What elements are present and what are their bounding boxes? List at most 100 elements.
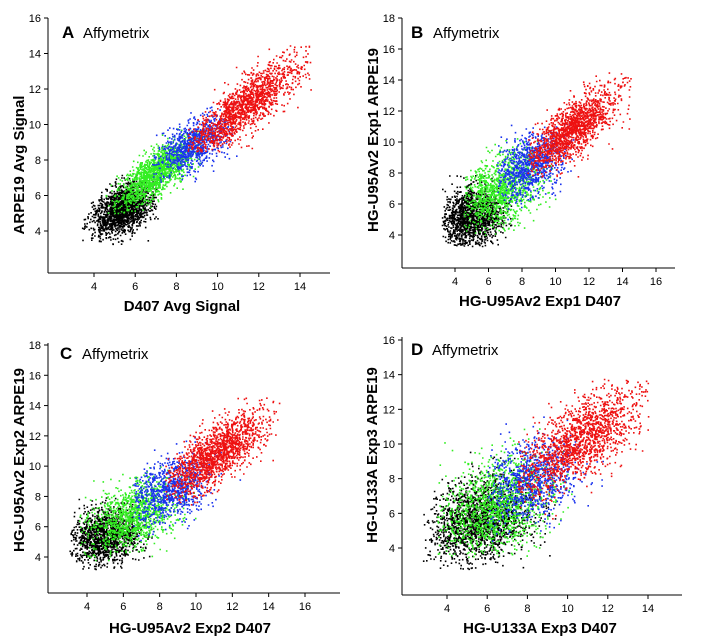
series-d-2 bbox=[487, 416, 604, 542]
y-tick-label: 6 bbox=[389, 199, 395, 211]
panel-a-y-label: ARPE19 Avg Signal bbox=[11, 96, 28, 235]
panel-a-points bbox=[81, 45, 312, 246]
y-tick-label: 16 bbox=[29, 13, 41, 25]
series-d-3-points bbox=[517, 378, 650, 520]
y-tick-label: 18 bbox=[29, 340, 41, 352]
y-tick-label: 4 bbox=[35, 226, 41, 238]
y-tick-label: 14 bbox=[383, 370, 395, 382]
y-tick-label: 10 bbox=[29, 461, 41, 473]
y-tick-label: 8 bbox=[35, 491, 41, 503]
x-tick-label: 4 bbox=[84, 601, 90, 613]
x-tick-label: 12 bbox=[583, 276, 595, 288]
series-d-3 bbox=[517, 378, 650, 520]
x-tick-label: 4 bbox=[91, 281, 97, 293]
y-tick-label: 4 bbox=[35, 552, 41, 564]
panel-c-title: Affymetrix bbox=[82, 346, 149, 363]
series-c-1 bbox=[78, 466, 197, 562]
series-d-1 bbox=[437, 428, 573, 559]
panel-b: B Affymetrix HG-U95Av2 Exp1 ARPE19 HG-U9… bbox=[365, 13, 675, 310]
y-tick-label: 10 bbox=[383, 439, 395, 451]
x-tick-label: 14 bbox=[263, 601, 275, 613]
panel-d-axes: 4 6 8 10 12 14 4 6 8 10 12 14 16 bbox=[383, 335, 682, 615]
series-c-3-points bbox=[165, 397, 281, 506]
y-tick-label: 14 bbox=[29, 401, 41, 413]
series-a-1-points bbox=[105, 128, 209, 215]
panel-b-points bbox=[441, 72, 632, 248]
y-tick-label: 8 bbox=[35, 155, 41, 167]
y-tick-label: 6 bbox=[389, 508, 395, 520]
y-tick-label: 18 bbox=[383, 13, 395, 25]
panel-c-y-label: HG-U95Av2 Exp2 ARPE19 bbox=[11, 368, 28, 552]
panel-a: A Affymetrix ARPE19 Avg Signal D407 Avg … bbox=[11, 13, 330, 315]
x-tick-label: 16 bbox=[650, 276, 662, 288]
series-a-3-points bbox=[187, 45, 312, 153]
x-tick-label: 12 bbox=[253, 281, 265, 293]
y-tick-label: 4 bbox=[389, 543, 395, 555]
x-tick-label: 6 bbox=[120, 601, 126, 613]
series-a-0 bbox=[81, 174, 161, 246]
x-tick-label: 6 bbox=[485, 276, 491, 288]
y-tick-label: 12 bbox=[383, 106, 395, 118]
series-a-1 bbox=[105, 128, 209, 215]
series-b-3-points bbox=[527, 72, 632, 178]
panel-b-x-label: HG-U95Av2 Exp1 D407 bbox=[459, 293, 621, 310]
series-b-0-points bbox=[441, 174, 515, 248]
panel-d-y-label: HG-U133A Exp3 ARPE19 bbox=[364, 367, 381, 543]
y-tick-label: 8 bbox=[389, 474, 395, 486]
x-tick-label: 8 bbox=[519, 276, 525, 288]
y-tick-label: 12 bbox=[383, 404, 395, 416]
panel-b-y-label: HG-U95Av2 Exp1 ARPE19 bbox=[365, 48, 382, 232]
y-tick-label: 16 bbox=[383, 335, 395, 347]
panel-c: C Affymetrix HG-U95Av2 Exp2 ARPE19 HG-U9… bbox=[11, 340, 340, 637]
y-tick-label: 16 bbox=[383, 44, 395, 56]
x-tick-label: 8 bbox=[173, 281, 179, 293]
series-c-1-points bbox=[78, 466, 197, 562]
x-tick-label: 4 bbox=[452, 276, 458, 288]
panel-d: D Affymetrix HG-U133A Exp3 ARPE19 HG-U13… bbox=[364, 335, 682, 637]
panel-a-title: Affymetrix bbox=[83, 25, 150, 42]
series-a-2-points bbox=[152, 100, 240, 183]
x-tick-label: 12 bbox=[226, 601, 238, 613]
x-tick-label: 8 bbox=[524, 603, 530, 615]
series-d-1-points bbox=[437, 428, 573, 559]
x-tick-label: 10 bbox=[211, 281, 223, 293]
panel-a-axes: 4 6 8 10 12 14 4 6 8 10 12 14 16 bbox=[29, 13, 330, 293]
x-tick-label: 8 bbox=[157, 601, 163, 613]
y-tick-label: 12 bbox=[29, 431, 41, 443]
panel-c-points bbox=[69, 397, 281, 571]
series-c-3 bbox=[165, 397, 281, 506]
panel-b-title: Affymetrix bbox=[433, 25, 500, 42]
y-tick-label: 6 bbox=[35, 191, 41, 203]
panel-c-axes: 4 6 8 10 12 14 16 4 6 8 10 12 14 16 18 bbox=[29, 340, 340, 613]
panel-c-letter: C bbox=[60, 344, 72, 363]
series-b-2-points bbox=[497, 123, 578, 221]
y-tick-label: 14 bbox=[383, 75, 395, 87]
panel-a-letter: A bbox=[62, 23, 74, 42]
x-tick-label: 6 bbox=[132, 281, 138, 293]
panel-d-letter: D bbox=[411, 340, 423, 359]
x-tick-label: 14 bbox=[642, 603, 654, 615]
series-a-2 bbox=[152, 100, 240, 183]
x-tick-label: 12 bbox=[602, 603, 614, 615]
y-tick-label: 14 bbox=[29, 49, 41, 61]
series-b-2 bbox=[497, 123, 578, 221]
panel-b-axes: 4 6 8 10 12 14 16 4 6 8 10 12 14 16 18 bbox=[383, 13, 675, 288]
x-tick-label: 14 bbox=[616, 276, 628, 288]
panel-b-letter: B bbox=[411, 23, 423, 42]
series-c-2 bbox=[132, 437, 242, 542]
y-tick-label: 6 bbox=[35, 522, 41, 534]
panel-c-x-label: HG-U95Av2 Exp2 D407 bbox=[109, 620, 271, 637]
panel-d-points bbox=[422, 378, 650, 571]
y-tick-label: 8 bbox=[389, 168, 395, 180]
y-tick-label: 10 bbox=[29, 120, 41, 132]
y-tick-label: 12 bbox=[29, 84, 41, 96]
y-tick-label: 4 bbox=[389, 230, 395, 242]
series-b-0 bbox=[441, 174, 515, 248]
series-a-3 bbox=[187, 45, 312, 153]
series-d-2-points bbox=[487, 416, 604, 542]
y-tick-label: 10 bbox=[383, 137, 395, 149]
series-b-3 bbox=[527, 72, 632, 178]
y-tick-label: 16 bbox=[29, 370, 41, 382]
x-tick-label: 10 bbox=[190, 601, 202, 613]
